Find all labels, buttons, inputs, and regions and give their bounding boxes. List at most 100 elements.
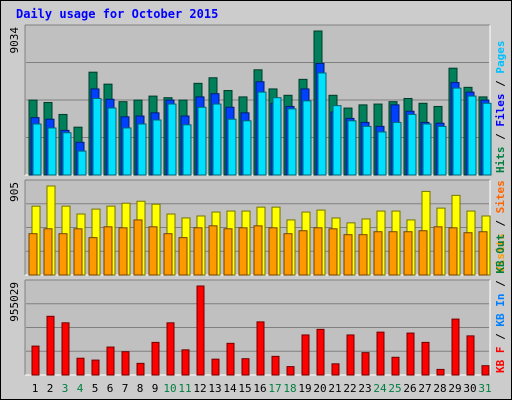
- bar-sites-day-23: [358, 234, 368, 276]
- bar-sites-day-10: [163, 233, 173, 276]
- bar-sites-day-15: [238, 227, 248, 276]
- panel-kb-transfer: 955029 KB F / KB In / KB Out: [8, 234, 507, 376]
- bar-kb-f-day-27: [421, 341, 430, 376]
- bar-sites-day-9: [148, 226, 158, 276]
- bar-kb-f-day-17: [271, 355, 280, 376]
- x-tick-label-day-11: 11: [178, 382, 191, 395]
- x-tick-label-day-9: 9: [152, 382, 159, 395]
- x-tick-label-day-17: 17: [268, 382, 281, 395]
- bar-kb-f-day-19: [301, 334, 310, 376]
- bar-sites-day-22: [343, 234, 353, 276]
- bar-kb-f-day-26: [406, 332, 415, 376]
- x-tick-label-day-14: 14: [223, 382, 237, 395]
- bar-kb-f-day-5: [91, 359, 100, 376]
- panel-visits-sites: 905 Visits / Sites: [8, 179, 507, 276]
- x-tick-label-day-2: 2: [47, 382, 54, 395]
- bar-pages-day-15: [242, 120, 252, 176]
- bar-sites-day-29: [448, 227, 458, 276]
- bar-pages-day-19: [302, 100, 312, 176]
- x-tick-label-day-19: 19: [298, 382, 311, 395]
- bar-sites-day-3: [58, 233, 68, 276]
- bar-kb-f-day-31: [481, 365, 490, 376]
- x-tick-label-day-15: 15: [238, 382, 251, 395]
- bar-sites-day-24: [373, 231, 383, 276]
- bar-pages-day-31: [482, 102, 492, 176]
- legend-entry: /: [494, 274, 507, 294]
- bar-pages-day-13: [212, 103, 222, 176]
- x-tick-label-day-23: 23: [358, 382, 371, 395]
- x-tick-label-day-21: 21: [328, 382, 341, 395]
- bar-kb-f-day-6: [106, 346, 115, 376]
- bar-sites-day-4: [73, 228, 83, 276]
- x-tick-label-day-28: 28: [433, 382, 446, 395]
- bar-kb-f-day-3: [61, 322, 70, 376]
- x-tick-label-day-31: 31: [478, 382, 491, 395]
- bar-sites-day-2: [43, 228, 53, 276]
- x-tick-label-day-27: 27: [418, 382, 431, 395]
- bar-pages-day-30: [467, 95, 477, 176]
- bar-sites-day-1: [28, 233, 38, 276]
- bar-sites-day-18: [283, 233, 293, 276]
- x-tick-label-day-22: 22: [343, 382, 356, 395]
- x-tick-label-day-24: 24: [373, 382, 387, 395]
- bar-kb-f-day-4: [76, 357, 85, 376]
- bar-pages-day-6: [107, 107, 117, 176]
- bar-pages-day-4: [77, 150, 87, 176]
- bar-pages-day-23: [362, 125, 372, 176]
- bar-kb-f-day-28: [436, 368, 445, 376]
- bar-sites-day-26: [403, 231, 413, 276]
- bar-sites-day-20: [313, 227, 323, 276]
- bar-pages-day-16: [257, 91, 267, 176]
- bar-kb-f-day-8: [136, 362, 145, 376]
- legend-entry: /: [494, 213, 507, 233]
- bar-pages-day-29: [452, 87, 462, 176]
- x-tick-label-day-4: 4: [77, 382, 84, 395]
- bar-kb-f-day-14: [226, 342, 235, 376]
- legend-entry: Hits: [494, 147, 507, 174]
- bar-pages-day-11: [182, 124, 192, 176]
- x-tick-label-day-3: 3: [62, 382, 69, 395]
- x-tick-label-day-7: 7: [122, 382, 129, 395]
- x-tick-label-day-16: 16: [253, 382, 266, 395]
- x-tick-label-day-18: 18: [283, 382, 296, 395]
- bar-kb-f-day-24: [376, 331, 385, 376]
- x-tick-label-day-20: 20: [313, 382, 326, 395]
- bar-pages-day-25: [392, 121, 402, 176]
- bar-pages-day-2: [47, 127, 57, 176]
- bar-pages-day-12: [197, 106, 207, 176]
- bar-pages-day-28: [437, 125, 447, 176]
- bar-sites-day-21: [328, 228, 338, 276]
- panel-hits-files-pages: 9034 Hits / Files / Pages: [8, 24, 507, 176]
- bar-pages-day-5: [92, 97, 102, 176]
- bar-kb-f-day-30: [466, 335, 475, 376]
- y-axis-max-label: 905: [8, 182, 21, 202]
- bar-kb-f-day-21: [331, 363, 340, 376]
- bar-kb-f-day-10: [166, 322, 175, 376]
- bar-sites-day-12: [193, 227, 203, 276]
- bar-kb-f-day-1: [31, 345, 40, 376]
- bar-kb-f-day-13: [211, 358, 220, 376]
- legend-entry: KB Out: [494, 234, 507, 274]
- x-tick-label-day-5: 5: [92, 382, 99, 395]
- bar-pages-day-26: [407, 113, 417, 176]
- bar-kb-f-day-23: [361, 352, 370, 376]
- legend-entry: Pages: [494, 41, 507, 74]
- bar-sites-day-17: [268, 227, 278, 276]
- chart-title: Daily usage for October 2015: [16, 7, 219, 21]
- bar-sites-day-8: [133, 219, 143, 276]
- x-tick-label-day-30: 30: [463, 382, 476, 395]
- legend-entry: Visits: [494, 233, 507, 273]
- y-axis-max-label: 9034: [8, 27, 21, 54]
- x-tick-label-day-8: 8: [137, 382, 144, 395]
- x-tick-label-day-10: 10: [163, 382, 176, 395]
- x-tick-label-day-1: 1: [32, 382, 39, 395]
- bar-kb-f-day-29: [451, 318, 460, 376]
- bar-pages-day-3: [62, 132, 72, 176]
- bar-sites-day-11: [178, 237, 188, 276]
- bar-sites-day-14: [223, 228, 233, 276]
- legend-entry: /: [494, 327, 507, 347]
- legend-entry: KB F: [494, 347, 507, 374]
- bar-kb-f-day-11: [181, 349, 190, 376]
- y-axis-max-label: 955029: [8, 282, 21, 322]
